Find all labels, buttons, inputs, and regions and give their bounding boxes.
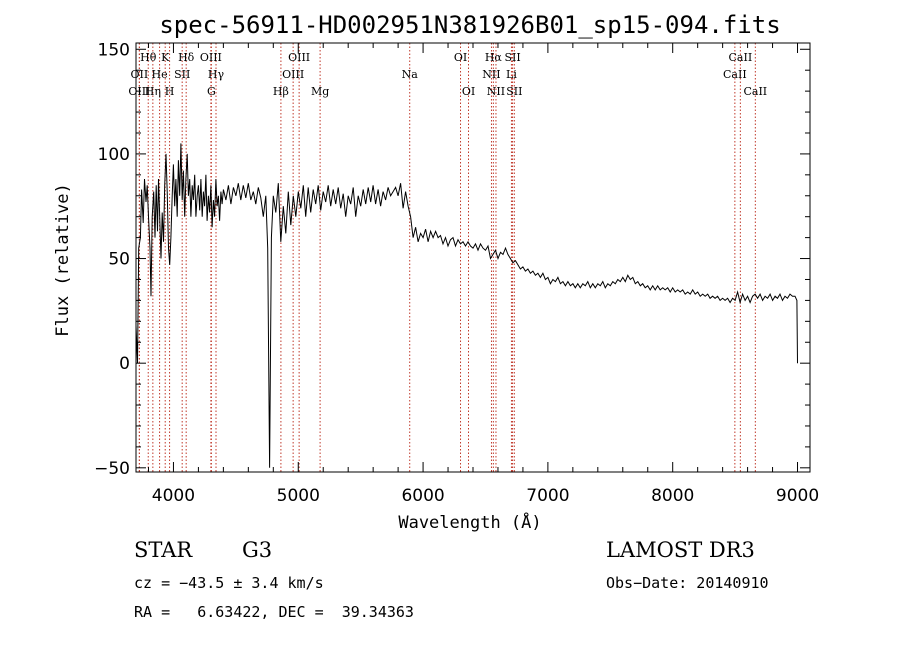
- line-label: OIII: [282, 68, 304, 81]
- x-tick-label: 7000: [526, 486, 569, 506]
- line-label: NII: [482, 68, 500, 81]
- x-axis-label: Wavelength (Å): [398, 511, 541, 533]
- line-label: SII: [504, 51, 520, 64]
- y-tick-label: 0: [119, 354, 130, 374]
- y-tick-label: 150: [98, 40, 130, 60]
- line-label: CaII: [743, 85, 767, 98]
- x-tick-label: 4000: [152, 486, 195, 506]
- line-label: Na: [402, 68, 419, 81]
- line-label: SII: [174, 68, 190, 81]
- line-label: CaII: [723, 68, 747, 81]
- y-axis-ticks: −50 0 50 100 150: [94, 40, 810, 479]
- x-tick-label: 9000: [776, 486, 819, 506]
- line-label: CaII: [729, 51, 753, 64]
- object-subclass: G3: [242, 538, 273, 562]
- line-label: K: [161, 51, 170, 64]
- line-label: G: [207, 85, 216, 98]
- y-tick-label: 50: [108, 250, 130, 270]
- line-label: OIII: [288, 51, 310, 64]
- line-label: Hθ: [140, 51, 157, 64]
- line-label: Hδ: [178, 51, 195, 64]
- object-class: STAR: [134, 538, 193, 562]
- x-axis-ticks: 4000 5000 6000 7000 8000 9000: [147, 43, 819, 506]
- line-label: Hη: [145, 85, 161, 98]
- y-tick-label: −50: [94, 459, 130, 479]
- observation-date: Obs−Date: 20140910: [606, 574, 769, 592]
- plot-frame: [135, 42, 811, 473]
- x-tick-label: 8000: [651, 486, 694, 506]
- y-tick-label: 100: [98, 145, 130, 165]
- y-axis-label: Flux (relative): [53, 183, 73, 337]
- line-label: Hγ: [208, 68, 225, 81]
- line-label: He: [152, 68, 168, 81]
- line-label: NII: [487, 85, 505, 98]
- line-label: Hβ: [273, 85, 289, 98]
- survey-name: LAMOST DR3: [606, 538, 755, 562]
- line-label: Li: [506, 68, 517, 81]
- x-tick-label: 6000: [401, 486, 444, 506]
- line-label: Mg: [311, 85, 329, 98]
- line-label: OI: [454, 51, 467, 64]
- line-label: OII: [131, 68, 149, 81]
- redshift-info: cz = −43.5 ± 3.4 km/s: [134, 574, 324, 592]
- flux-series-line: [135, 143, 798, 468]
- spectral-line-markers: [138, 43, 756, 472]
- line-label: H: [165, 85, 175, 98]
- x-tick-label: 5000: [277, 486, 320, 506]
- line-label: Hα: [485, 51, 503, 64]
- line-label: SII: [506, 85, 522, 98]
- line-label: OI: [462, 85, 475, 98]
- line-label: OIII: [200, 51, 222, 64]
- coordinates: RA = 6.63422, DEC = 39.34363: [134, 603, 414, 621]
- chart-title: spec-56911-HD002951N381926B01_sp15-094.f…: [159, 11, 780, 39]
